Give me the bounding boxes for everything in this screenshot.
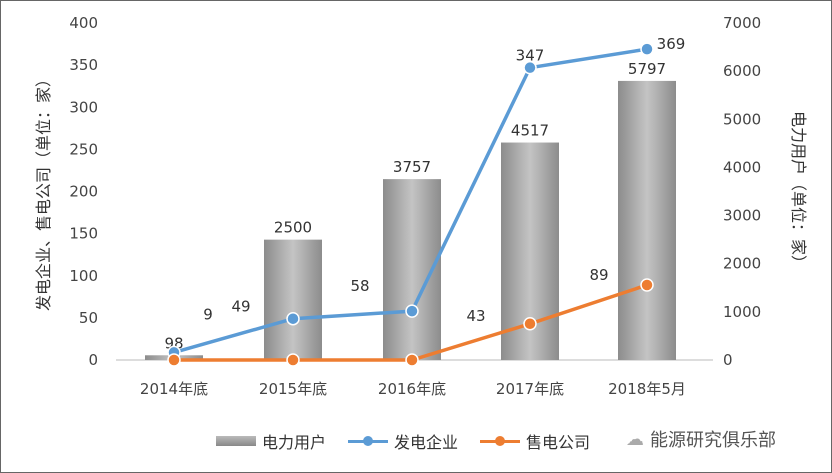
line-data-label: 9 [203,305,213,323]
y-left-tick-label: 400 [69,14,98,32]
bar-data-label: 3757 [393,158,431,176]
y-right-tick-label: 1000 [723,303,761,321]
bar-data-label: 5797 [628,60,666,78]
y-right-tick-label: 5000 [723,110,761,128]
y-left-tick-label: 300 [69,98,98,116]
legend-item-blue: 发电企业 [348,429,458,453]
bar [264,239,322,360]
series-point [640,278,654,292]
x-tick-label: 2018年5月 [608,380,686,398]
series-point [286,311,300,326]
legend-label: 发电企业 [394,433,459,452]
y-right-tick-label: 6000 [723,62,761,80]
series-point [523,317,537,331]
y-right-tick-label: 4000 [723,158,761,176]
line-data-label: 369 [657,35,686,53]
bar [618,80,676,360]
y-left-tick-label: 100 [69,267,98,285]
x-tick-label: 2017年底 [496,380,564,398]
y-right-tick-label: 7000 [723,14,761,32]
line-data-label: 347 [516,47,545,65]
series-point [167,353,181,367]
line-data-label: 43 [466,307,485,325]
y-right-tick-label: 0 [723,351,733,369]
legend-swatch [480,435,521,446]
series-point [405,353,419,367]
bar-data-label: 2500 [274,219,312,237]
watermark-text: 能源研究俱乐部 [650,430,776,451]
x-tick-label: 2014年底 [140,380,208,398]
y-left-tick-label: 150 [69,225,98,243]
y-right-tick-label: 2000 [723,255,761,273]
legend-item-orange: 售电公司 [480,429,590,453]
line-data-label: 89 [589,266,608,284]
legend: 电力用户 发电企业 售电公司 [216,429,612,453]
y-left-tick-label: 250 [69,140,98,158]
x-tick-label: 2016年底 [378,380,446,398]
y-right-axis-title: 电力用户（单位：家） [789,111,808,271]
y-left-tick-label: 200 [69,183,98,201]
y-left-axis-title: 发电企业、售电公司（单位：家） [34,71,53,311]
y-left-tick-label: 350 [69,56,98,74]
legend-label: 售电公司 [526,433,591,452]
watermark: ☁ 能源研究俱乐部 [626,426,776,452]
line-data-label: 49 [231,298,250,316]
series-point [405,304,419,318]
y-right-tick-label: 3000 [723,207,761,225]
line-data-label: 58 [350,277,369,295]
series-point [640,42,654,56]
legend-swatch [216,436,256,446]
wechat-icon: ☁ [626,428,644,450]
series-point [286,353,300,367]
y-left-tick-label: 50 [79,309,98,327]
y-left-tick-label: 0 [88,351,98,369]
legend-label: 电力用户 [262,433,327,452]
x-tick-label: 2015年底 [259,380,327,398]
legend-swatch [348,435,389,446]
bar-data-label: 4517 [511,122,549,140]
legend-item-bar: 电力用户 [216,429,326,453]
series-point [523,60,537,75]
